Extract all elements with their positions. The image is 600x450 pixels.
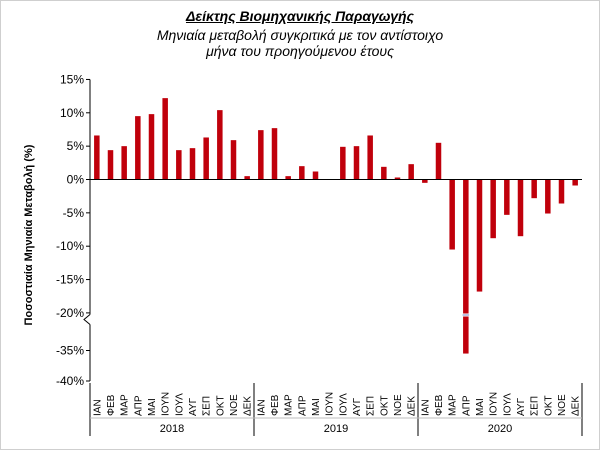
- x-tick-label: ΦΕΒ: [106, 394, 117, 416]
- x-axis-labels: ΙΑΝ ΦΕΒ ΜΑΡ ΑΠΡ ΜΑΙ ΙΟΥΝ ΙΟΥΛ ΑΥΓ ΣΕΠ ΟΚΤ ΝΟΕ ΔΕΚ ΙΑ…: [92, 392, 581, 435]
- y-tick-label: -35%: [56, 344, 84, 358]
- bar: [353, 146, 360, 180]
- x-tick-label: ΑΥΓ: [516, 397, 527, 416]
- y-tick-label: -15%: [56, 273, 84, 287]
- y-tick-label: 0%: [67, 173, 85, 187]
- bar: [408, 164, 414, 180]
- x-tick-label: ΦΕΒ: [434, 394, 445, 416]
- x-tick-label: ΙΟΥΛ: [174, 393, 185, 416]
- x-tick-label: ΙΟΥΝ: [325, 392, 336, 416]
- y-tick-label: -5%: [63, 206, 85, 220]
- bar: [107, 150, 114, 180]
- y-tick-label: 10%: [60, 106, 84, 120]
- x-tick-label: ΟΚΤ: [215, 395, 226, 416]
- bar: [299, 166, 305, 180]
- year-label: 2018: [160, 423, 184, 435]
- y-tick-label: -10%: [56, 239, 84, 253]
- x-tick-label: ΝΟΕ: [557, 394, 568, 416]
- bar: [148, 114, 155, 180]
- x-tick-label: ΔΕΚ: [243, 396, 254, 416]
- bar: [312, 171, 319, 180]
- bar: [367, 135, 373, 180]
- bar: [476, 179, 483, 292]
- bar: [422, 179, 428, 183]
- x-tick-label: ΜΑΙ: [475, 398, 486, 416]
- bar: [271, 128, 278, 180]
- x-tick-label: ΙΑΝ: [92, 399, 103, 416]
- bar: [449, 179, 455, 250]
- bar: [94, 135, 100, 180]
- year-label: 2020: [488, 423, 512, 435]
- x-tick-label: ΜΑΡ: [448, 394, 459, 416]
- bar: [244, 176, 250, 180]
- year-label: 2019: [324, 423, 348, 435]
- axis-break-icon: [83, 314, 91, 325]
- x-tick-label: ΔΕΚ: [407, 396, 418, 416]
- x-tick-label: ΑΠΡ: [133, 395, 144, 416]
- y-tick-label: 15%: [60, 72, 84, 86]
- x-tick-label: ΟΚΤ: [543, 395, 554, 416]
- bar: [545, 179, 551, 214]
- bar: [340, 146, 346, 180]
- bar: [135, 116, 141, 180]
- bar: [517, 179, 524, 237]
- bar: [463, 179, 469, 354]
- x-tick-label: ΑΠΡ: [461, 395, 472, 416]
- x-tick-label: ΙΟΥΝ: [161, 392, 172, 416]
- bar: [176, 150, 182, 180]
- x-tick-label: ΣΕΠ: [530, 396, 541, 416]
- y-tick-label: -40%: [56, 374, 84, 388]
- axes: [83, 79, 583, 436]
- x-tick-label: ΝΟΕ: [393, 394, 404, 416]
- x-tick-label: ΑΠΡ: [297, 395, 308, 416]
- bar: [558, 179, 565, 204]
- x-tick-label: ΑΥΓ: [352, 397, 363, 416]
- x-tick-label: ΙΟΥΝ: [489, 392, 500, 416]
- x-tick-label: ΟΚΤ: [379, 395, 390, 416]
- chart-title: Δείκτης Βιομηχανικής Παραγωγής: [185, 8, 415, 24]
- x-tick-label: ΦΕΒ: [270, 394, 281, 416]
- bar: [435, 142, 442, 180]
- x-tick-label: ΙΟΥΛ: [338, 393, 349, 416]
- bar: [189, 148, 196, 180]
- bars: [94, 98, 578, 354]
- bar: [203, 137, 209, 180]
- bar: [217, 110, 223, 180]
- bar: [121, 146, 127, 180]
- x-tick-label: ΜΑΙ: [147, 398, 158, 416]
- bar: [258, 130, 264, 180]
- y-tick-label: 5%: [67, 139, 85, 153]
- y-tick-label: -20%: [56, 306, 84, 320]
- x-tick-label: ΙΟΥΛ: [502, 393, 513, 416]
- bar: [531, 179, 537, 199]
- x-tick-label: ΑΥΓ: [188, 397, 199, 416]
- bar-break-mark: [462, 314, 470, 316]
- x-tick-label: ΙΑΝ: [420, 399, 431, 416]
- x-tick-label: ΝΟΕ: [229, 394, 240, 416]
- bar: [381, 166, 387, 180]
- bar: [394, 177, 401, 180]
- y-axis-ticks: 15% 10% 5% 0% -5% -10% -15% -20% -35% -40%: [56, 72, 90, 388]
- x-tick-label: ΜΑΡ: [284, 394, 295, 416]
- x-tick-label: ΣΕΠ: [366, 396, 377, 416]
- x-tick-label: ΜΑΡ: [120, 394, 131, 416]
- bar: [572, 179, 578, 186]
- bar: [285, 176, 291, 180]
- x-tick-label: ΙΑΝ: [256, 399, 267, 416]
- x-tick-label: ΜΑΙ: [311, 398, 322, 416]
- x-tick-label: ΔΕΚ: [571, 396, 582, 416]
- chart-subtitle: Μηνιαία μεταβολή συγκριτικά με τον αντίσ…: [156, 27, 444, 59]
- bar: [490, 179, 496, 239]
- bar: [504, 179, 510, 215]
- x-tick-label: ΣΕΠ: [202, 396, 213, 416]
- bar: [230, 140, 237, 180]
- bar: [162, 98, 168, 180]
